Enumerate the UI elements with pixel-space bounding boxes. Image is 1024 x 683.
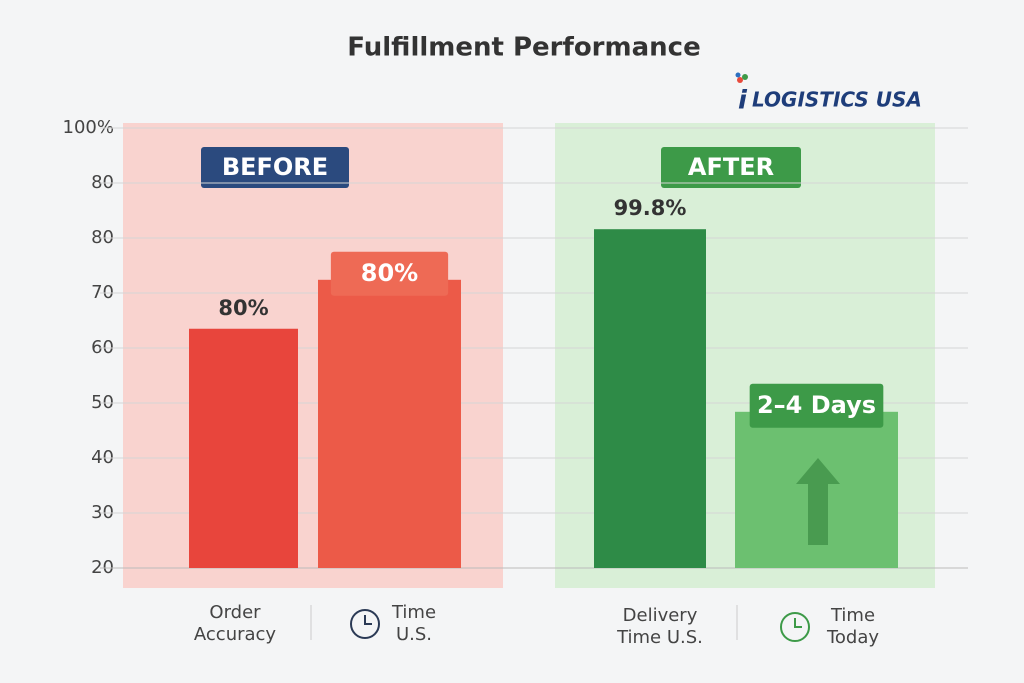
x-tick-label: Time Today [826,605,880,648]
panel-badge [661,147,801,188]
chart-title: Fulfillment Performance [347,33,700,63]
bar [318,279,461,568]
annotation-box [749,383,884,428]
brand-name: LOGISTICS USA [752,88,922,112]
panel-title: AFTER [688,153,774,181]
arrow-icon [796,458,840,545]
panel-badge [201,147,349,188]
annotation: 80% [361,259,418,287]
clock-icon [780,612,810,642]
x-tick-label: Delivery Time U.S. [617,605,703,648]
y-tick-label: 100% [63,117,114,138]
bar [189,328,298,568]
x-tick-label: Time U.S. [391,602,437,645]
annotation: 2–4 Days [757,391,876,419]
x-tick-label: Order Accuracy [193,602,277,645]
panel-title: BEFORE [222,153,328,181]
annotation: 80% [218,296,268,320]
bar [594,229,706,568]
annotation-box [330,251,449,296]
brand-logo: i [735,72,748,116]
svg-text:i: i [738,86,748,116]
annotation: 99.8% [614,196,687,220]
clock-icon [350,609,380,639]
